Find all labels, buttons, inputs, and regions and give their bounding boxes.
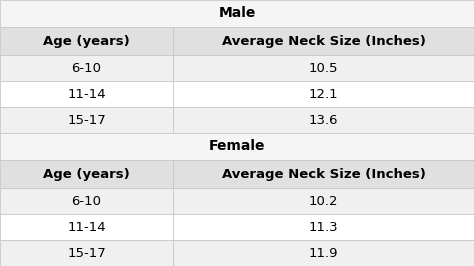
- Bar: [0, 107, 173, 133]
- Bar: [173, 81, 474, 107]
- Bar: [173, 214, 474, 240]
- Bar: [0, 56, 173, 81]
- Text: Female: Female: [209, 139, 265, 153]
- Text: 11.9: 11.9: [309, 247, 338, 260]
- Text: 13.6: 13.6: [309, 114, 338, 127]
- Bar: [0, 133, 474, 160]
- Bar: [173, 27, 474, 56]
- Bar: [173, 56, 474, 81]
- Bar: [0, 160, 173, 189]
- Text: Male: Male: [219, 6, 255, 20]
- Text: 11-14: 11-14: [67, 88, 106, 101]
- Text: 6-10: 6-10: [72, 195, 101, 208]
- Text: 15-17: 15-17: [67, 114, 106, 127]
- Bar: [173, 107, 474, 133]
- Text: 11-14: 11-14: [67, 221, 106, 234]
- Bar: [0, 189, 173, 214]
- Bar: [0, 214, 173, 240]
- Bar: [0, 0, 474, 27]
- Bar: [0, 27, 173, 56]
- Text: 10.5: 10.5: [309, 62, 338, 75]
- Text: 6-10: 6-10: [72, 62, 101, 75]
- Text: Average Neck Size (Inches): Average Neck Size (Inches): [221, 35, 426, 48]
- Text: 10.2: 10.2: [309, 195, 338, 208]
- Bar: [173, 189, 474, 214]
- Text: Average Neck Size (Inches): Average Neck Size (Inches): [221, 168, 426, 181]
- Bar: [173, 160, 474, 189]
- Text: 12.1: 12.1: [309, 88, 338, 101]
- Text: 11.3: 11.3: [309, 221, 338, 234]
- Bar: [0, 81, 173, 107]
- Text: Age (years): Age (years): [43, 35, 130, 48]
- Bar: [173, 240, 474, 266]
- Text: Age (years): Age (years): [43, 168, 130, 181]
- Bar: [0, 240, 173, 266]
- Text: 15-17: 15-17: [67, 247, 106, 260]
